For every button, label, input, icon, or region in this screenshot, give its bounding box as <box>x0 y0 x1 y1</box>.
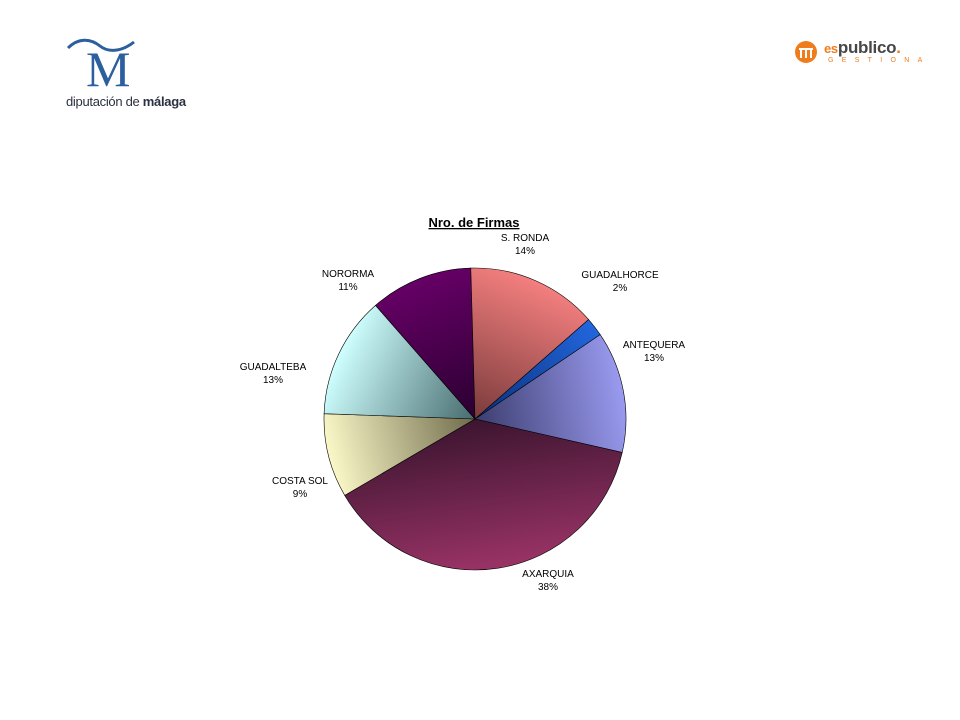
slice-percent-label: 2% <box>613 283 628 294</box>
slice-nororma <box>375 267 476 420</box>
slice-percent-label: 13% <box>644 353 664 364</box>
brand-dot: . <box>896 38 901 57</box>
slice-axarquia <box>344 418 623 571</box>
org-name: diputación de málaga <box>66 94 186 109</box>
pie-labels: ANTEQUERA 13% AXARQUIA 38% COSTA SOL 9% GUADAL… <box>240 233 686 593</box>
espublico-logo: espublico. GESTIONA <box>794 38 924 68</box>
slice-label: COSTA SOL <box>272 476 328 487</box>
m-logo-icon: M <box>66 38 135 92</box>
espublico-brand: espublico. <box>824 38 901 58</box>
brand-tagline: GESTIONA <box>828 57 931 64</box>
brand-name: publico <box>837 38 897 57</box>
slice-label: AXARQUIA <box>522 569 574 580</box>
org-name-prefix: diputación de <box>66 94 143 109</box>
slice-antequera <box>474 334 627 453</box>
chart-title: Nro. de Firmas <box>428 215 519 230</box>
slice-percent-label: 13% <box>263 375 283 386</box>
svg-text:M: M <box>86 41 130 92</box>
slice-label: GUADALTEBA <box>240 362 307 373</box>
slice-costa-sol <box>323 413 477 496</box>
slice-percent-label: 11% <box>338 282 357 293</box>
brand-prefix: es <box>824 41 838 56</box>
slice-percent-label: 38% <box>538 582 558 593</box>
slice-guadalteba <box>323 304 476 420</box>
slice-label: S. RONDA <box>501 233 550 244</box>
slice-s-ronda <box>470 267 590 420</box>
pie-slices <box>323 267 627 571</box>
slice-percent-label: 9% <box>293 489 308 500</box>
slice-label: NORORMA <box>322 269 375 280</box>
slice-percent-label: 14% <box>515 246 535 257</box>
slice-label: ANTEQUERA <box>623 340 686 351</box>
diputacion-malaga-logo: M diputación de málaga <box>64 36 194 116</box>
slice-label: GUADALHORCE <box>581 270 659 281</box>
espublico-globe-icon <box>795 41 817 63</box>
slice-guadalhorce <box>474 319 601 420</box>
org-name-bold: málaga <box>142 94 186 109</box>
